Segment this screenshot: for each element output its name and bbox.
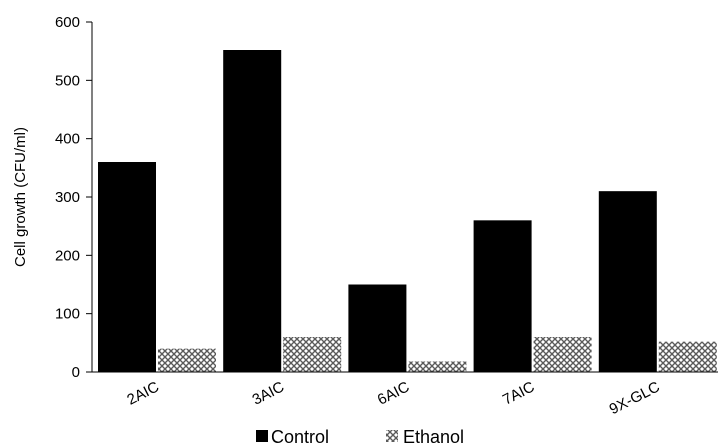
- bar-ethanol-6aic: [408, 361, 467, 372]
- bar-ethanol-7aic: [533, 337, 592, 372]
- x-tick-label: 7AIC: [500, 378, 538, 408]
- bar-ethanol-9x-glc: [658, 341, 717, 372]
- bar-control-9x-glc: [598, 191, 657, 372]
- bar-ethanol-2aic: [158, 348, 216, 372]
- bar-control-7aic: [473, 220, 532, 372]
- bars: [98, 50, 717, 372]
- legend-swatch-control: [256, 430, 268, 442]
- bar-control-2aic: [98, 162, 156, 372]
- x-tick-label: 3AIC: [250, 378, 288, 408]
- legend-swatch-ethanol: [386, 430, 398, 442]
- x-tick-label: 2AIC: [124, 378, 162, 408]
- x-tick-label: 9X-GLC: [607, 378, 663, 418]
- y-tick-label: 400: [55, 131, 80, 148]
- y-tick-label: 500: [55, 72, 80, 89]
- y-tick-label: 200: [55, 247, 80, 264]
- y-tick-label: 0: [72, 364, 80, 381]
- bar-control-3aic: [223, 50, 282, 372]
- legend: Control Ethanol: [256, 427, 464, 447]
- x-tick-label: 6AIC: [375, 378, 413, 408]
- y-axis-ticks: 0 100 200 300 400 500 600: [55, 14, 92, 381]
- x-axis-labels: 2AIC 3AIC 6AIC 7AIC 9X-GLC: [124, 378, 662, 418]
- bar-control-6aic: [348, 284, 407, 372]
- y-tick-label: 300: [55, 189, 80, 206]
- bar-ethanol-3aic: [283, 337, 342, 372]
- y-tick-label: 100: [55, 306, 80, 323]
- legend-label-control: Control: [271, 427, 329, 447]
- legend-label-ethanol: Ethanol: [403, 427, 464, 447]
- y-axis-title: Cell growth (CFU/ml): [12, 127, 29, 267]
- y-tick-label: 600: [55, 14, 80, 31]
